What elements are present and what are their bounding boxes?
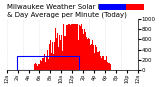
Text: Milwaukee Weather Solar Radiation
& Day Average per Minute (Today): Milwaukee Weather Solar Radiation & Day … [7, 4, 130, 18]
Bar [17, 56, 79, 70]
